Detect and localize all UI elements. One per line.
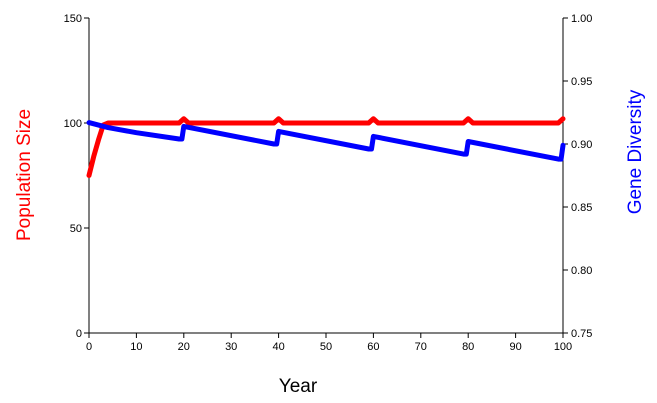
x-tick-label: 60 — [367, 341, 379, 353]
y-right-tick-label: 1.00 — [571, 13, 592, 25]
x-tick-label: 100 — [554, 341, 572, 353]
y-right-axis-title: Gene Diversity — [625, 89, 646, 214]
x-tick-label: 50 — [320, 341, 332, 353]
y-left-tick-label: 150 — [64, 13, 82, 25]
x-tick-label: 80 — [462, 341, 474, 353]
y-right-tick-label: 0.85 — [571, 202, 592, 214]
x-tick-label: 90 — [509, 341, 521, 353]
gene-diversity-line — [86, 120, 566, 162]
y-right-tick-label: 0.80 — [571, 265, 592, 277]
x-tick-label: 0 — [86, 341, 92, 353]
x-tick-label: 20 — [178, 341, 190, 353]
y-left-tick-label: 0 — [76, 328, 82, 340]
tick-labels: 0 10 20 30 40 50 60 70 80 90 100 0 50 100 150 0.75 0.80 0… — [64, 13, 593, 353]
x-axis-title: Year — [279, 376, 318, 397]
x-tick-label: 70 — [415, 341, 427, 353]
x-tick-label: 10 — [130, 341, 142, 353]
x-tick-label: 30 — [225, 341, 237, 353]
y-right-tick-label: 0.95 — [571, 76, 592, 88]
y-left-tick-label: 100 — [64, 118, 82, 130]
y-right-tick-label: 0.75 — [571, 328, 592, 340]
y-left-axis-title: Population Size — [14, 109, 35, 241]
series-lines — [86, 116, 566, 178]
y-right-tick-label: 0.90 — [571, 139, 592, 151]
axes — [84, 17, 568, 338]
y-left-tick-label: 50 — [70, 223, 82, 235]
x-tick-label: 40 — [272, 341, 284, 353]
